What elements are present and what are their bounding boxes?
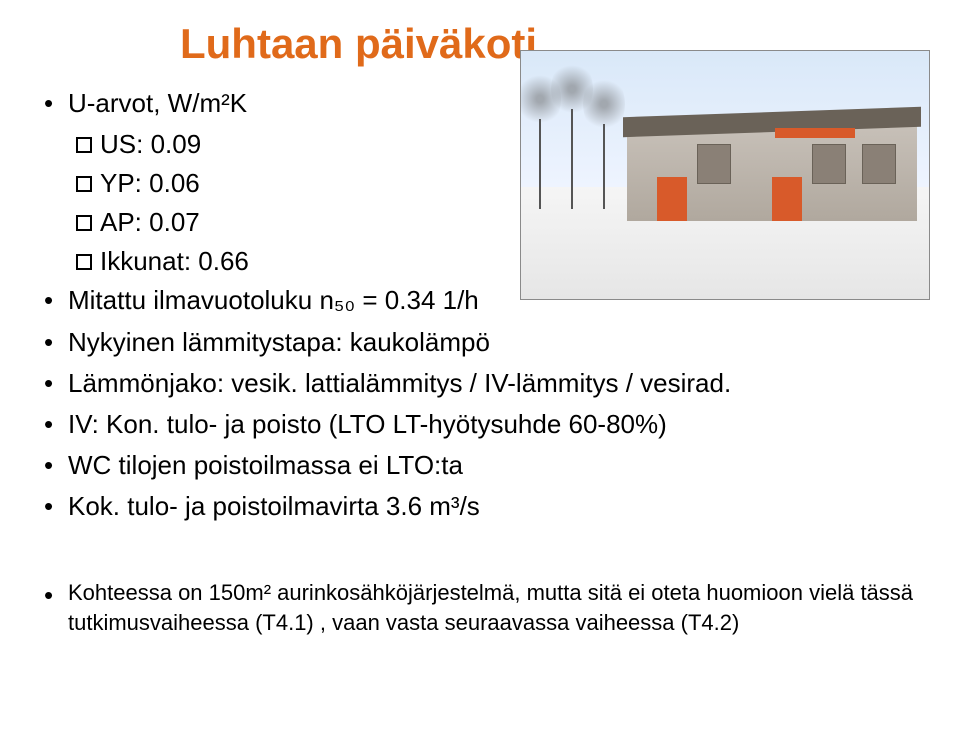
bullet-item: Nykyinen lämmitystapa: kaukolämpö [40, 325, 920, 360]
bullet-item: WC tilojen poistoilmassa ei LTO:ta [40, 448, 920, 483]
slide: Luhtaan päiväkoti U-arvot, W/m²KUS: 0.09… [0, 0, 960, 732]
bullet-item: U-arvot, W/m²K [40, 86, 920, 121]
bullet-item: IV: Kon. tulo- ja poisto (LTO LT-hyötysu… [40, 407, 920, 442]
bullet-list: U-arvot, W/m²K US: 0.09 YP: 0.06 AP: 0.07 Ik… [40, 86, 920, 530]
bullet-item: Mitattu ilmavuotoluku n₅₀ = 0.34 1/h [40, 283, 920, 318]
sub-bullet-item: YP: 0.06 [40, 166, 920, 201]
sub-bullet-item: US: 0.09 [40, 127, 920, 162]
bullet-item: Lämmönjako: vesik. lattialämmitys / IV-l… [40, 366, 920, 401]
sub-bullet-item: Ikkunat: 0.66 [40, 244, 920, 279]
content-area: U-arvot, W/m²K US: 0.09 YP: 0.06 AP: 0.07 Ik… [40, 86, 920, 530]
footnote-area: Kohteessa on 150m² aurinkosähköjärjestel… [40, 578, 920, 637]
sub-bullet-item: AP: 0.07 [40, 205, 920, 240]
bullet-item: Kok. tulo- ja poistoilmavirta 3.6 m³/s [40, 489, 920, 524]
footnote-bullet: Kohteessa on 150m² aurinkosähköjärjestel… [40, 578, 920, 637]
